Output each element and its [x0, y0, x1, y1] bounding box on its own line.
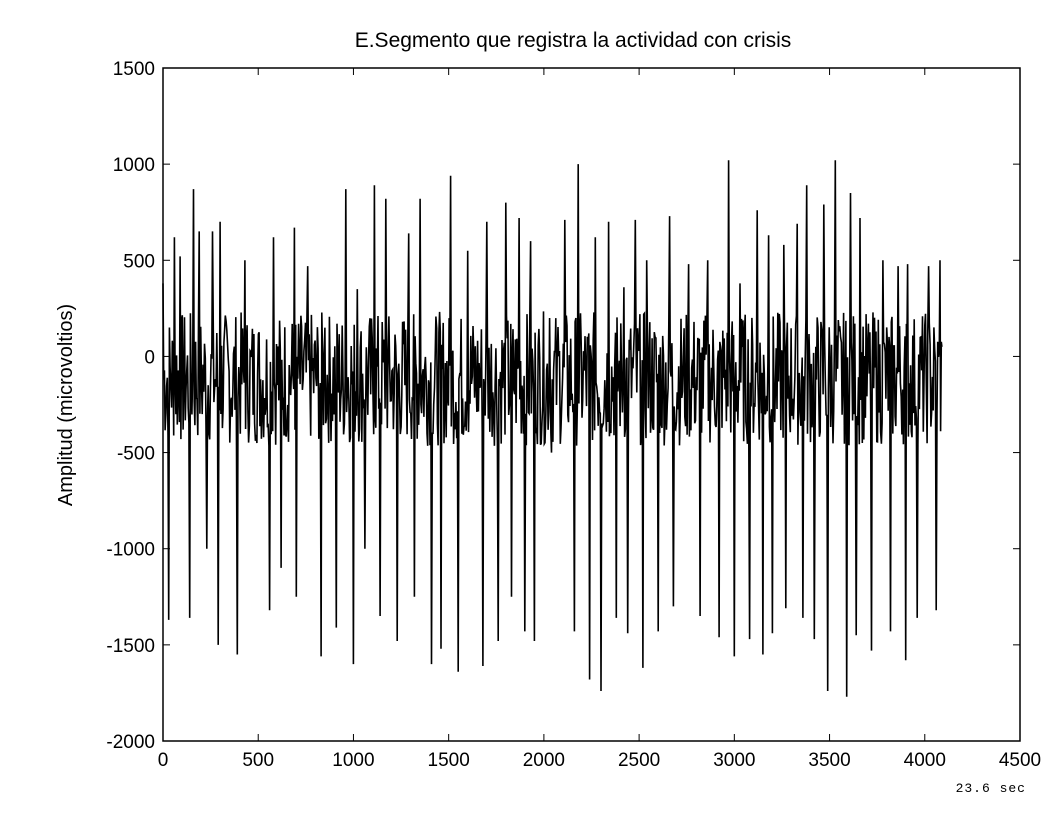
x-tick-label: 0: [158, 750, 169, 771]
y-axis-label: Amplitud (microvoltios): [55, 304, 77, 506]
eeg-signal-line: [162, 160, 943, 697]
x-tick-label: 1000: [332, 750, 374, 771]
chart-title: E.Segmento que registra la actividad con…: [355, 29, 792, 52]
x-tick-label: 2500: [618, 750, 660, 771]
x-tick-label: 3000: [713, 750, 755, 771]
x-tick-label: 2000: [523, 750, 565, 771]
y-axis: -2000 -1500 -1000 -500 0 500 1000 1500: [106, 59, 1020, 753]
series-layer: [162, 160, 943, 697]
x-tick-label: 4500: [999, 750, 1041, 771]
y-tick-label: 0: [144, 347, 155, 368]
duration-annotation: 23.6 sec: [956, 781, 1026, 796]
x-tick-label: 3500: [808, 750, 850, 771]
x-axis: 0 500 1000 1500 2000 2500 3000 3500 4000 4500: [158, 68, 1041, 771]
y-tick-label: 1500: [113, 59, 155, 80]
y-tick-label: -2000: [106, 732, 155, 753]
x-tick-label: 500: [242, 750, 274, 771]
y-tick-label: -1000: [106, 540, 155, 561]
y-tick-label: -500: [117, 444, 155, 465]
y-tick-label: 1000: [113, 155, 155, 176]
x-tick-label: 4000: [904, 750, 946, 771]
x-tick-label: 1500: [428, 750, 470, 771]
y-tick-label: 500: [123, 251, 155, 272]
y-tick-label: -1500: [106, 636, 155, 657]
